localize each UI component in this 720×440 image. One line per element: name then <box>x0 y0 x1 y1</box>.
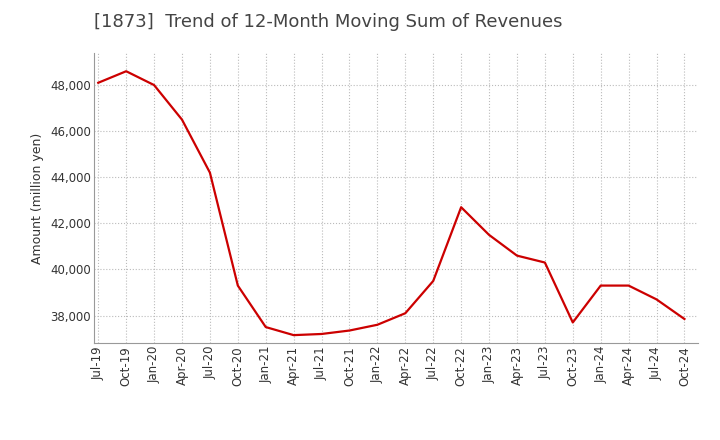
Text: [1873]  Trend of 12-Month Moving Sum of Revenues: [1873] Trend of 12-Month Moving Sum of R… <box>94 13 562 31</box>
Y-axis label: Amount (million yen): Amount (million yen) <box>32 132 45 264</box>
